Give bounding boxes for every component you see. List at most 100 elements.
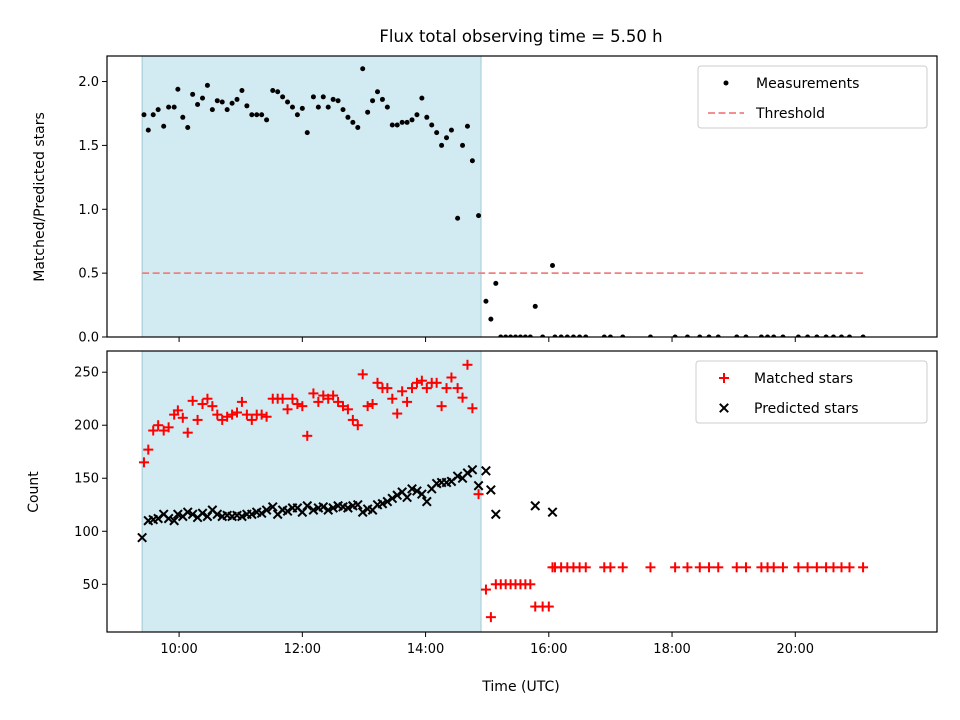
- bottom-plus-point: [411, 377, 422, 388]
- bottom-x-point: [452, 471, 463, 482]
- bottom-plus-point: [302, 430, 313, 441]
- bottom-x-point: [402, 492, 412, 503]
- top-dot-point: [229, 100, 235, 106]
- bottom-x-point: [547, 507, 558, 518]
- bottom-x-point: [352, 499, 363, 510]
- bottom-x-point: [473, 480, 484, 491]
- bottom-x-point: [169, 515, 180, 526]
- top-dot-point: [552, 334, 558, 337]
- bottom-series-plus: [138, 359, 869, 623]
- top-dot-point: [444, 135, 450, 141]
- bottom-legend-label: Predicted stars: [754, 401, 859, 417]
- bottom-plus-point: [617, 562, 628, 573]
- bottom-x-point: [182, 507, 193, 518]
- bottom-x-point: [490, 509, 501, 520]
- top-dot-point: [743, 334, 749, 337]
- top-dot-point: [275, 89, 281, 95]
- bottom-y-tick-label: 200: [74, 419, 99, 434]
- bottom-plot-area: [137, 359, 869, 623]
- bottom-x-point: [382, 496, 393, 507]
- bottom-plus-point: [441, 383, 452, 394]
- bottom-plus-point: [352, 420, 363, 431]
- top-dot-point: [522, 334, 528, 337]
- top-dot-point: [558, 334, 564, 337]
- top-legend-label: Threshold: [755, 106, 825, 122]
- bottom-x-point: [467, 464, 478, 475]
- top-dot-point: [488, 316, 494, 322]
- top-dot-point: [259, 112, 265, 118]
- top-dot-point: [350, 119, 356, 125]
- bottom-plus-point: [246, 414, 257, 425]
- top-dot-point: [684, 334, 690, 337]
- top-dot-point: [448, 127, 454, 133]
- bottom-plus-point: [192, 414, 203, 425]
- bottom-x-point: [202, 511, 213, 522]
- bottom-plus-point: [844, 562, 855, 573]
- top-dot-point: [294, 112, 300, 118]
- bottom-x-point: [172, 509, 183, 520]
- bottom-x-point: [197, 508, 208, 519]
- top-dot-point: [476, 213, 482, 219]
- bottom-plus-point: [282, 404, 293, 415]
- top-dot-point: [583, 334, 589, 337]
- bottom-plus-point: [387, 393, 398, 404]
- bottom-plus-point: [261, 411, 272, 422]
- top-dot-point: [439, 142, 445, 148]
- bottom-plus-point: [313, 396, 324, 407]
- bottom-legend-swatch: [719, 403, 729, 413]
- top-dot-point: [429, 122, 435, 128]
- bottom-plus-point: [163, 422, 174, 433]
- bottom-x-point: [462, 468, 473, 478]
- top-dot-point: [517, 334, 523, 337]
- top-dot-point: [419, 95, 425, 101]
- bottom-x-point: [357, 507, 368, 518]
- bottom-plus-point: [462, 359, 473, 370]
- top-legend: Measurements Threshold: [697, 65, 928, 129]
- top-dot-point: [780, 334, 786, 337]
- top-dot-point: [204, 82, 210, 88]
- bottom-x-point: [377, 498, 388, 509]
- bottom-plus-point: [473, 489, 484, 500]
- bottom-plus-point: [153, 420, 164, 431]
- top-y-tick-label: 0.5: [78, 267, 99, 282]
- bottom-x-point: [137, 532, 148, 543]
- bottom-plus-point: [227, 409, 238, 420]
- top-dot-point: [513, 334, 519, 337]
- bottom-x-point: [163, 513, 174, 524]
- bottom-x-tick-label: 14:00: [407, 642, 444, 657]
- top-dot-point: [734, 334, 740, 337]
- top-dot-point: [384, 104, 390, 110]
- bottom-x-point: [187, 509, 198, 520]
- top-dot-point: [180, 114, 186, 120]
- top-dot-point: [355, 125, 361, 131]
- bottom-x-tick-label: 18:00: [653, 642, 690, 657]
- top-dot-point: [607, 334, 613, 337]
- bottom-x-point: [282, 506, 293, 517]
- bottom-y-tick-label: 150: [74, 472, 99, 487]
- bottom-legend-label: Matched stars: [754, 371, 853, 387]
- top-dot-point: [550, 262, 556, 268]
- bottom-plus-point: [392, 408, 403, 419]
- top-dot-point: [527, 334, 533, 337]
- x-axis-label: Time (UTC): [481, 679, 559, 695]
- top-dot-point: [860, 334, 866, 337]
- top-dot-point: [161, 123, 167, 129]
- bottom-x-point: [407, 483, 417, 494]
- top-dot-point: [360, 66, 366, 72]
- top-dot-point: [620, 334, 626, 337]
- bottom-plus-point: [731, 562, 742, 573]
- bottom-x-point: [412, 486, 422, 496]
- bottom-axes-frame: [106, 350, 938, 633]
- bottom-plus-point: [297, 401, 308, 412]
- bottom-x-point: [421, 496, 432, 507]
- bottom-plus-point: [768, 562, 779, 573]
- top-legend-box: [697, 65, 928, 129]
- bottom-x-tick-label: 10:00: [160, 642, 197, 657]
- top-dot-point: [200, 95, 206, 101]
- top-dot-point: [370, 98, 376, 104]
- bottom-plus-point: [177, 412, 188, 423]
- bottom-plus-point: [172, 405, 183, 416]
- top-dot-point: [697, 334, 703, 337]
- top-plot-area: [141, 66, 866, 337]
